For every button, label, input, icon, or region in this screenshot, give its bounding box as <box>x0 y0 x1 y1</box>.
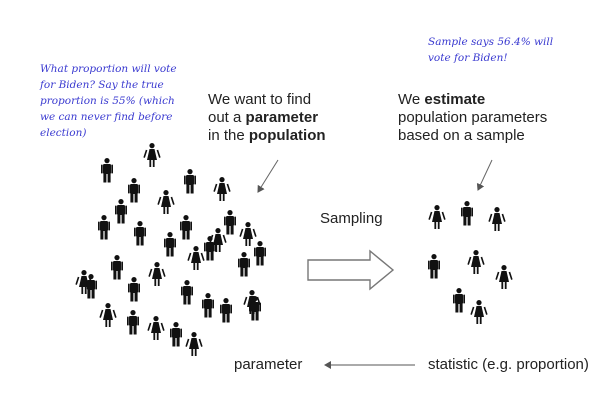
person-icon <box>147 316 165 340</box>
sampling-label: Sampling <box>320 210 383 227</box>
person-icon <box>224 210 236 235</box>
heading-emphasis: population <box>248 127 326 144</box>
person-icon <box>428 254 440 279</box>
person-icon <box>143 143 161 167</box>
parameter-label: parameter <box>234 356 303 373</box>
person-icon <box>99 303 117 327</box>
person-icon <box>128 277 140 302</box>
person-icon <box>164 232 176 257</box>
person-icon <box>202 293 214 318</box>
person-icon <box>238 252 250 277</box>
person-icon <box>470 300 488 324</box>
heading-emphasis: parameter <box>245 109 319 126</box>
population-question-note: What proportion will vote for Biden? Say… <box>40 61 215 141</box>
person-icon <box>85 274 97 299</box>
sampling-arrow-icon <box>307 249 395 291</box>
sample-pointer-arrow <box>476 159 493 191</box>
population-heading: We want to find out a parameter in the p… <box>208 91 368 145</box>
person-icon <box>127 310 139 335</box>
person-icon <box>467 250 485 274</box>
person-icon <box>115 199 127 224</box>
person-icon <box>209 228 227 252</box>
person-icon <box>239 222 257 246</box>
sample-figures <box>428 201 513 324</box>
heading-text: out a <box>208 109 246 126</box>
population-figures <box>75 143 266 356</box>
person-icon <box>148 262 166 286</box>
note-line: vote for Biden! <box>428 52 508 64</box>
note-line: we can never find before <box>40 111 173 123</box>
note-line: What proportion will vote <box>40 63 177 75</box>
person-icon <box>111 255 123 280</box>
person-icon <box>249 296 261 321</box>
note-line: election) <box>40 127 87 139</box>
population-pointer-arrow <box>257 159 279 193</box>
note-line: for Biden? Say the true <box>40 79 164 91</box>
heading-line: based on a sample <box>398 127 525 144</box>
person-icon <box>220 298 232 323</box>
note-line: proportion is 55% (which <box>40 95 175 107</box>
heading-emphasis: estimate <box>424 91 486 108</box>
heading-text: in the <box>208 127 249 144</box>
person-icon <box>213 177 231 201</box>
person-icon <box>254 241 266 266</box>
person-icon <box>170 322 182 347</box>
person-icon <box>128 178 140 203</box>
sample-result-note: Sample says 56.4% will vote for Biden! <box>428 34 578 66</box>
person-icon <box>98 215 110 240</box>
person-icon <box>495 265 513 289</box>
note-line: Sample says 56.4% will <box>428 36 554 48</box>
person-icon <box>185 332 203 356</box>
person-icon <box>488 207 506 231</box>
person-icon <box>204 236 216 261</box>
sample-heading: We estimate population parameters based … <box>398 91 573 145</box>
person-icon <box>461 201 473 226</box>
person-icon <box>181 280 193 305</box>
person-icon <box>101 158 113 183</box>
person-icon <box>187 246 205 270</box>
heading-line: We want to find <box>208 91 312 108</box>
heading-line: population parameters <box>398 109 548 126</box>
person-icon <box>428 205 446 229</box>
heading-text: We <box>398 91 425 108</box>
person-icon <box>134 221 146 246</box>
person-icon <box>157 190 175 214</box>
person-icon <box>180 215 192 240</box>
statistic-label: statistic (e.g. proportion) <box>428 356 589 373</box>
person-icon <box>184 169 196 194</box>
person-icon <box>453 288 465 313</box>
